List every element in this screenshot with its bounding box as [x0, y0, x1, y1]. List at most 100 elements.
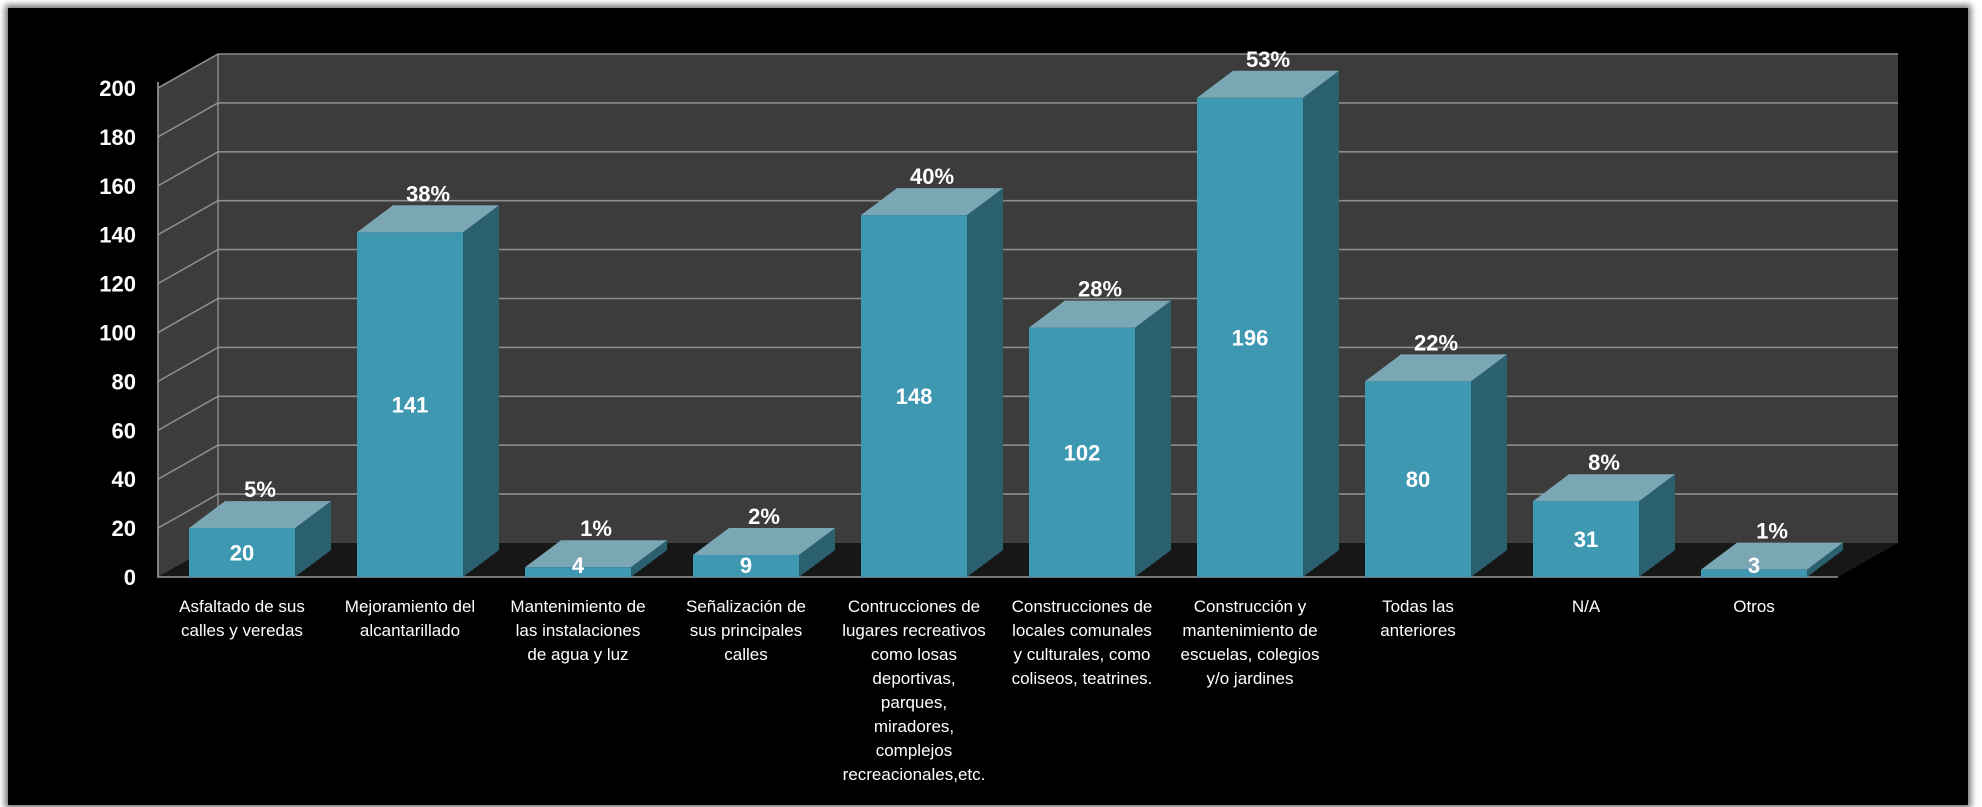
- x-category-line: Mejoramiento del: [345, 597, 475, 616]
- bar-top: [1197, 70, 1339, 98]
- bar-value-label: 9: [740, 553, 752, 578]
- bar-percent-label: 8%: [1588, 450, 1620, 475]
- bar-percent-label: 22%: [1414, 330, 1458, 355]
- y-tick-label: 100: [99, 321, 136, 346]
- bar-value-label: 148: [896, 384, 933, 409]
- bar: 9 2%: [693, 504, 835, 578]
- bar-side: [631, 540, 667, 577]
- y-tick-label: 20: [112, 516, 136, 541]
- bar: 31%: [1701, 519, 1843, 578]
- bar-top: [1365, 354, 1507, 382]
- y-tick-label: 180: [99, 125, 136, 150]
- x-category-line: escuelas, colegios: [1181, 645, 1320, 664]
- bar-side: [1471, 354, 1507, 577]
- x-category-label: Otros: [1733, 597, 1775, 616]
- x-category-line: recreacionales,etc.: [843, 765, 986, 784]
- y-tick-label: 0: [124, 565, 136, 590]
- bar-percent-label: 28%: [1078, 277, 1122, 302]
- x-category-label: Contrucciones de lugares recreativos como …: [842, 597, 986, 784]
- bar: 31 8%: [1533, 450, 1675, 577]
- bar: 102 28%: [1029, 277, 1171, 577]
- bar-side: [1807, 542, 1843, 577]
- bar-percent-label: 5%: [244, 477, 276, 502]
- y-tick-label: 40: [112, 467, 136, 492]
- bar-percent-label: 40%: [910, 164, 954, 189]
- bar-value-label: 80: [1406, 467, 1430, 492]
- bar-value-label: 3: [1748, 553, 1760, 578]
- bar-percent-label: 53%: [1246, 47, 1290, 72]
- x-category-line: Asfaltado de sus: [179, 597, 305, 616]
- x-category-line: Todas las: [1382, 597, 1454, 616]
- x-category-line: complejos: [876, 741, 953, 760]
- bar-value-label: 4: [572, 553, 585, 578]
- x-category-line: como losas: [871, 645, 957, 664]
- x-category-line: Mantenimiento de: [510, 597, 645, 616]
- y-tick-label: 80: [112, 369, 136, 394]
- x-category-label: Todas las anteriores: [1380, 597, 1456, 640]
- bar-top: [1029, 300, 1171, 328]
- bar: 196 53%: [1197, 47, 1339, 577]
- bar-front: [189, 528, 295, 577]
- bar: 80 22%: [1365, 330, 1507, 577]
- bar-top: [189, 501, 331, 529]
- y-tick-label: 140: [99, 223, 136, 248]
- x-category-line: Construcciones de: [1012, 597, 1153, 616]
- bar-front: [357, 232, 463, 577]
- bar-top: [525, 540, 667, 568]
- x-category-label: Asfaltado de sus calles y veredas: [179, 597, 305, 640]
- x-category-line: locales comunales: [1012, 621, 1152, 640]
- bar: 141 38%: [357, 181, 499, 577]
- bar: 20 5%: [189, 477, 331, 577]
- y-tick-label: 120: [99, 272, 136, 297]
- x-category-line: y/o jardines: [1207, 669, 1294, 688]
- x-category-line: alcantarillado: [360, 621, 460, 640]
- x-category-line: anteriores: [1380, 621, 1456, 640]
- bar-side: [463, 205, 499, 577]
- x-category-line: deportivas,: [872, 669, 955, 688]
- bar-top: [357, 205, 499, 233]
- bar: 148 40%: [861, 164, 1003, 577]
- bar-value-label: 102: [1064, 440, 1101, 465]
- x-category-line: las instalaciones: [516, 621, 641, 640]
- x-category-label: Construcción y mantenimiento de escuelas, …: [1181, 597, 1320, 688]
- x-category-line: miradores,: [874, 717, 954, 736]
- bar-front: [1029, 327, 1135, 577]
- bar-front: [861, 215, 967, 577]
- bar-front: [1365, 381, 1471, 577]
- bar-percent-label: 1%: [1756, 519, 1788, 544]
- x-category-line: parques,: [881, 693, 947, 712]
- bar-top: [1701, 542, 1843, 570]
- x-category-line: Contrucciones de: [848, 597, 980, 616]
- x-category-label: Construcciones de locales comunales y cult…: [1012, 597, 1153, 688]
- x-category-line: coliseos, teatrines.: [1012, 669, 1153, 688]
- bar-value-label: 196: [1232, 325, 1269, 350]
- bar-percent-label: 38%: [406, 181, 450, 206]
- x-category-label: Mantenimiento de las instalaciones de agua…: [510, 597, 645, 664]
- bar-value-label: 31: [1574, 527, 1598, 552]
- y-tick-label: 200: [99, 76, 136, 101]
- bar: 41%: [525, 516, 667, 578]
- bar-side: [967, 188, 1003, 577]
- bar-value-label: 20: [230, 541, 254, 566]
- bar-top: [693, 527, 835, 555]
- x-category-line: sus principales: [690, 621, 802, 640]
- bar-front: [693, 554, 799, 577]
- bar-side: [295, 501, 331, 577]
- bar-side: [1639, 474, 1675, 577]
- x-category-label: N/A: [1572, 597, 1601, 616]
- x-axis: Asfaltado de sus calles y veredas Mejorami…: [179, 597, 1775, 784]
- x-category-line: calles: [724, 645, 767, 664]
- bar-front: [1533, 501, 1639, 577]
- x-category-label: Mejoramiento del alcantarillado: [345, 597, 475, 640]
- bar-top: [861, 188, 1003, 216]
- bar-front: [1701, 569, 1807, 577]
- x-category-line: calles y veredas: [181, 621, 303, 640]
- x-category-line: mantenimiento de: [1182, 621, 1317, 640]
- bar-side: [1135, 300, 1171, 577]
- x-category-line: Construcción y: [1194, 597, 1307, 616]
- x-category-line: de agua y luz: [527, 645, 628, 664]
- x-category-label: Señalización de sus principales calles: [686, 597, 806, 664]
- bar-percent-label: 2%: [748, 504, 780, 529]
- x-category-line: Señalización de: [686, 597, 806, 616]
